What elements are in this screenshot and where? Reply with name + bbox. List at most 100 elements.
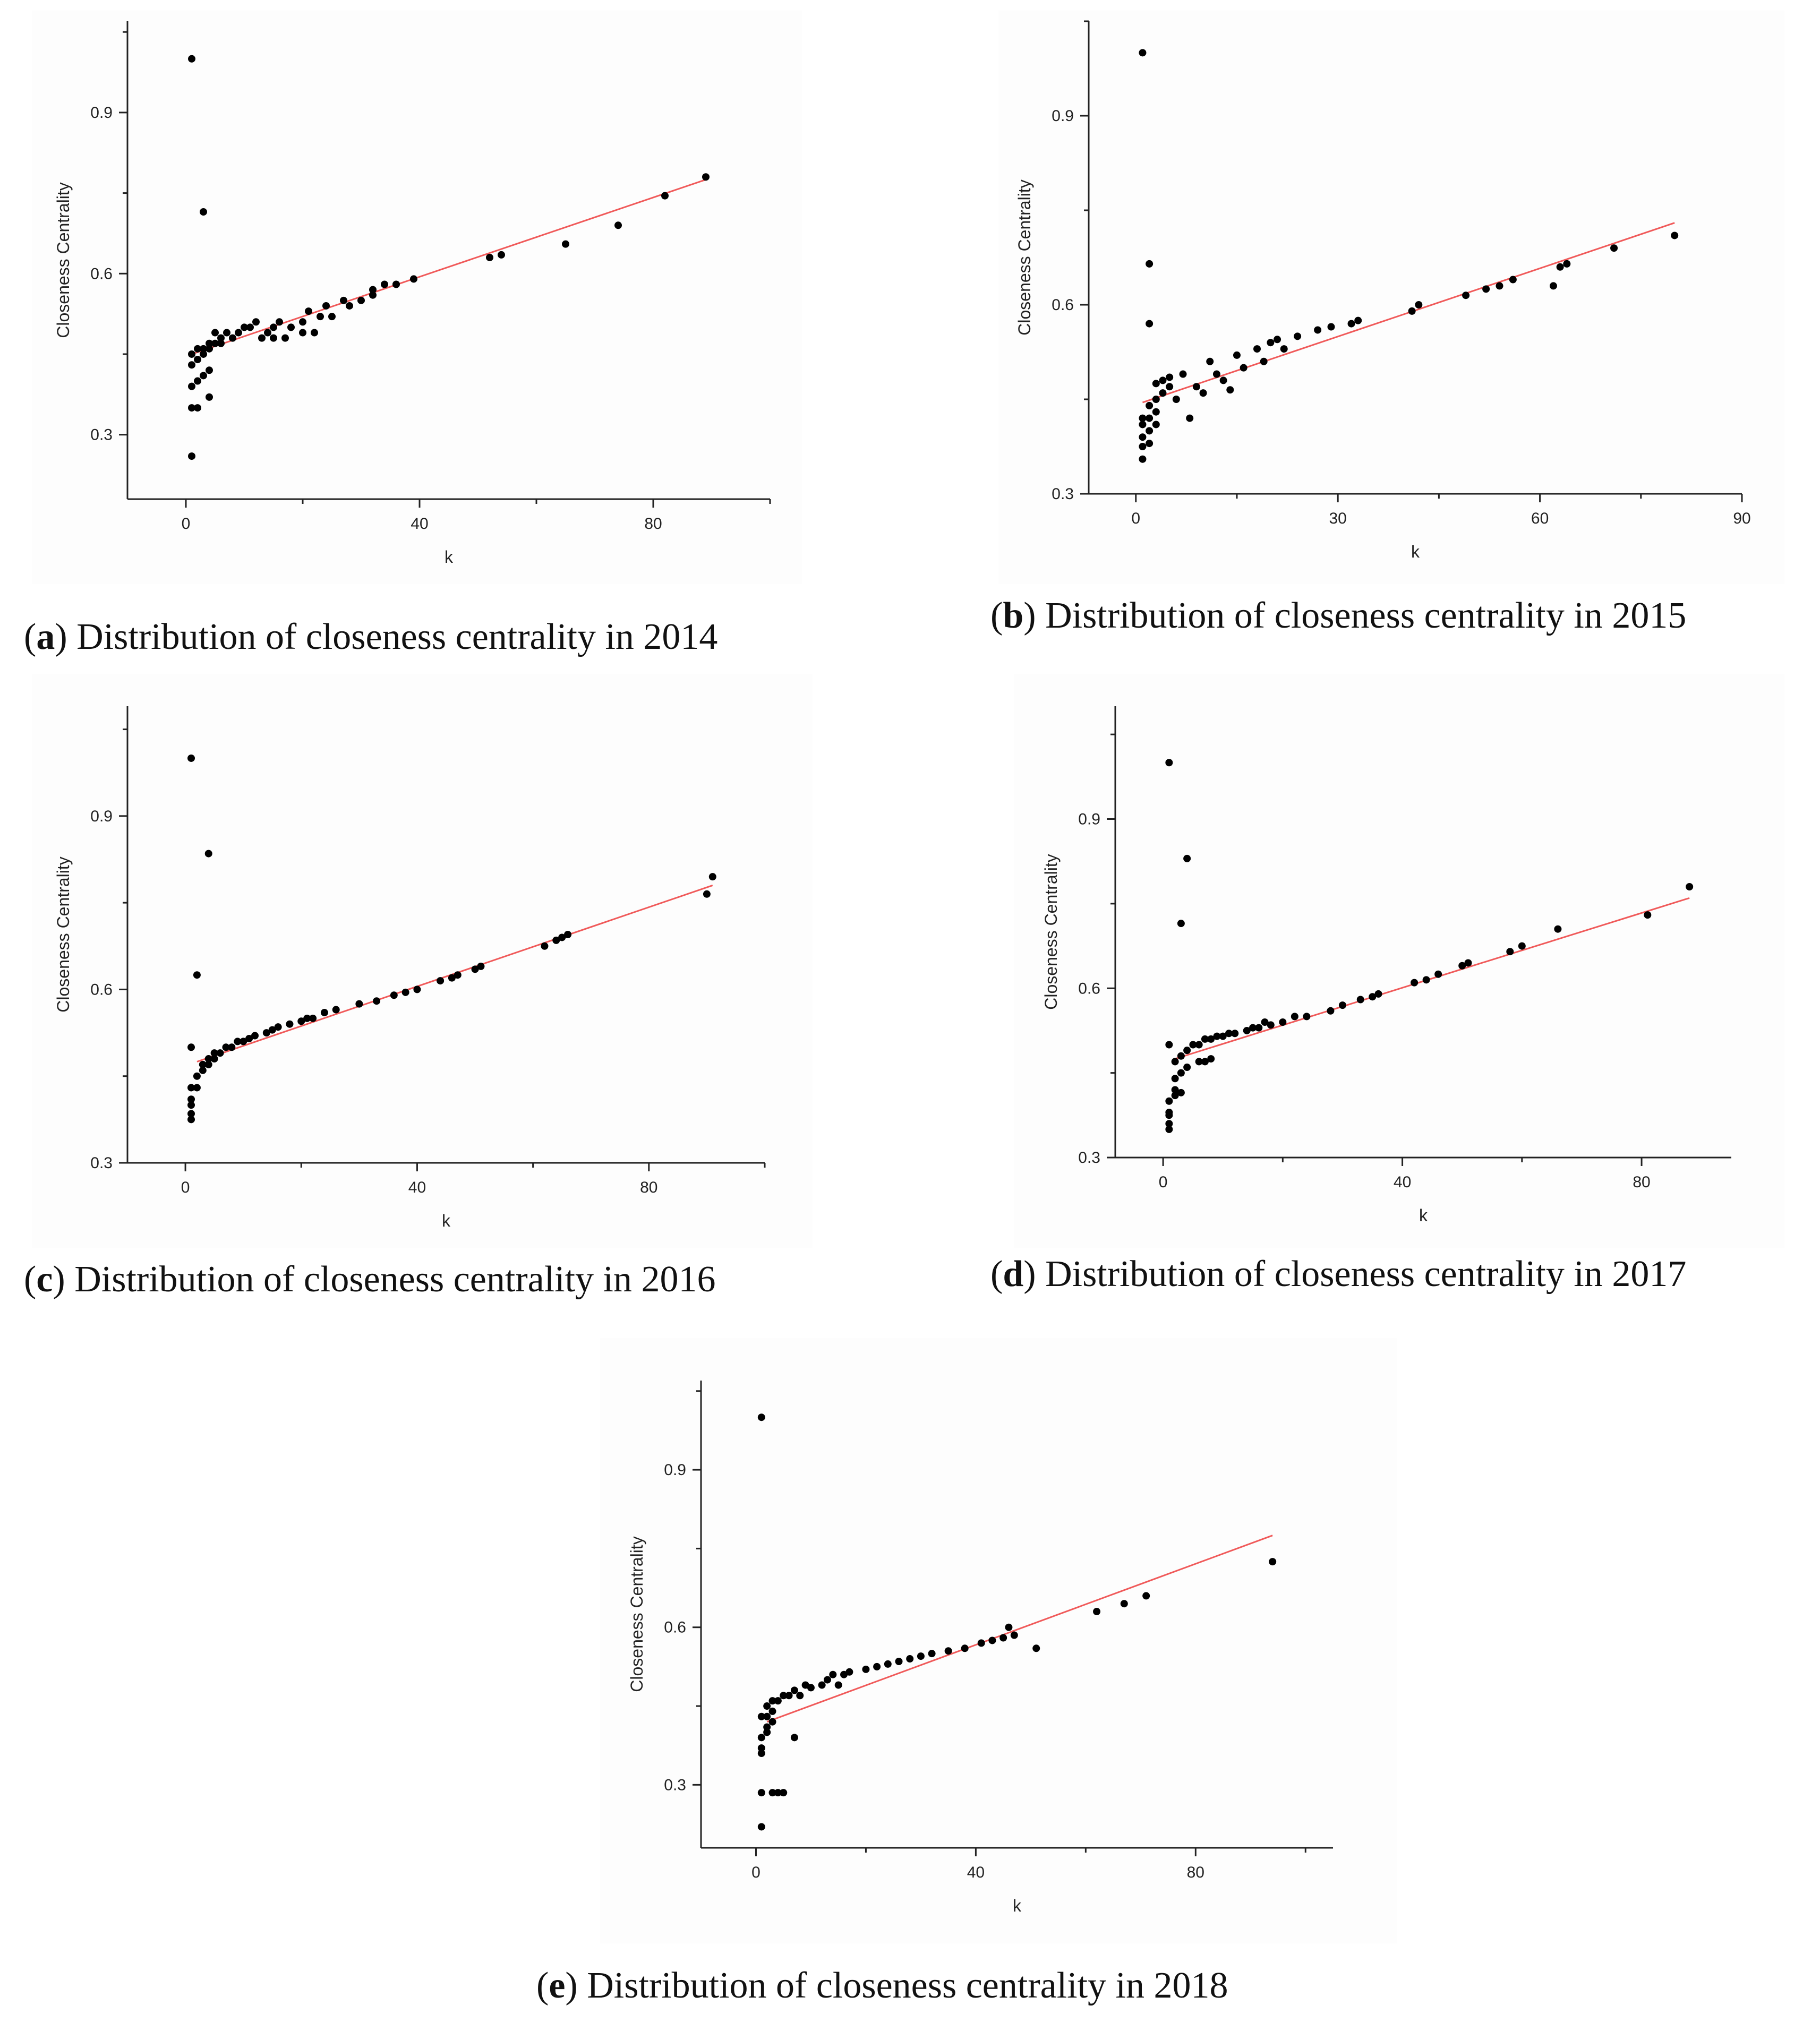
chart-b-x-tick-label: 30 bbox=[1329, 510, 1346, 527]
chart-b-data-point bbox=[1139, 414, 1147, 422]
chart-e-data-point bbox=[763, 1712, 771, 1720]
chart-d-data-point bbox=[1434, 970, 1442, 978]
chart-a-data-point bbox=[217, 339, 225, 347]
chart-c-data-point bbox=[373, 997, 381, 1005]
chart-b-data-point bbox=[1408, 307, 1416, 315]
chart-a-data-point bbox=[305, 307, 312, 315]
chart-e-data-point bbox=[1269, 1558, 1277, 1566]
chart-b-data-point bbox=[1610, 244, 1618, 252]
chart-e-data-point bbox=[895, 1657, 903, 1665]
chart-d-data-point bbox=[1201, 1035, 1209, 1043]
chart-a-y-tick-label: 0.9 bbox=[90, 104, 113, 122]
chart-e-data-point bbox=[807, 1684, 815, 1692]
chart-b-data-point bbox=[1219, 376, 1227, 384]
chart-d-data-point bbox=[1249, 1024, 1257, 1032]
chart-c-y-axis-title: Closeness Centrality bbox=[54, 856, 73, 1012]
chart-d-data-point bbox=[1267, 1021, 1275, 1029]
chart-d-data-point bbox=[1422, 976, 1430, 984]
chart-d-data-point bbox=[1686, 883, 1694, 890]
chart-a-data-point bbox=[194, 404, 201, 412]
chart-c-data-point bbox=[210, 1049, 218, 1057]
chart-b-data-point bbox=[1240, 364, 1247, 372]
chart-e-data-point bbox=[780, 1692, 788, 1700]
chart-a-data-point bbox=[241, 323, 248, 331]
chart-b-x-tick-label: 90 bbox=[1733, 510, 1750, 527]
chart-b-y-tick-label: 0.9 bbox=[1052, 107, 1074, 125]
chart-d-y-tick-label: 0.3 bbox=[1078, 1149, 1100, 1167]
chart-a-data-point bbox=[200, 372, 207, 380]
chart-b: 0 30 60 90 0.3 0.6 0.9 k Closeness Centrality bbox=[1015, 20, 1751, 561]
chart-b-data-point bbox=[1482, 285, 1490, 293]
chart-b-data-point bbox=[1146, 440, 1153, 448]
chart-d-data-point bbox=[1303, 1013, 1311, 1021]
chart-d-data-point bbox=[1225, 1030, 1233, 1038]
chart-c-data-point bbox=[309, 1014, 317, 1022]
chart-c-x-tick-label: 40 bbox=[408, 1179, 426, 1196]
chart-panel-a: 0 40 80 0.3 0.6 0.9 k Closeness Centrality bbox=[32, 11, 802, 584]
chart-c-data-point bbox=[193, 1072, 201, 1080]
chart-e-data-point bbox=[768, 1718, 776, 1726]
chart-c-data-point bbox=[199, 1060, 207, 1068]
chart-e-x-axis-title: k bbox=[1013, 1896, 1022, 1915]
chart-e-data-point bbox=[999, 1634, 1007, 1642]
chart-a-data-point bbox=[270, 334, 277, 342]
chart-d-data-point bbox=[1261, 1018, 1269, 1026]
chart-c-data-point bbox=[216, 1049, 224, 1057]
chart-c-data-point bbox=[454, 971, 462, 979]
chart-a-data-point bbox=[188, 55, 195, 63]
chart-a-data-point bbox=[264, 329, 271, 337]
chart-e-y-tick-label: 0.9 bbox=[664, 1461, 686, 1479]
chart-a-data-point bbox=[194, 345, 201, 353]
chart-c-y-tick-label: 0.6 bbox=[90, 981, 113, 998]
chart-d-data-point bbox=[1279, 1018, 1287, 1026]
chart-a: 0 40 80 0.3 0.6 0.9 k Closeness Centrality bbox=[54, 21, 771, 567]
chart-e-data-point bbox=[818, 1681, 826, 1689]
chart-a-data-point bbox=[206, 345, 213, 353]
chart-d-data-point bbox=[1327, 1007, 1335, 1015]
chart-e-data-point bbox=[757, 1744, 765, 1752]
chart-a-data-point bbox=[661, 192, 669, 200]
chart-b-data-point bbox=[1159, 389, 1167, 397]
chart-b-y-tick-label: 0.3 bbox=[1052, 485, 1074, 503]
chart-d-data-point bbox=[1207, 1055, 1215, 1063]
chart-c-data-point bbox=[401, 988, 409, 996]
chart-d-data-point bbox=[1369, 993, 1377, 1001]
chart-b-data-point bbox=[1139, 49, 1147, 57]
chart-a-data-point bbox=[270, 323, 277, 331]
chart-b-data-point bbox=[1166, 373, 1174, 381]
chart-c-data-point bbox=[199, 1066, 207, 1074]
chart-a-data-point bbox=[369, 286, 377, 294]
chart-e-data-point bbox=[862, 1665, 870, 1673]
chart-d-data-point bbox=[1291, 1013, 1298, 1021]
chart-c-data-point bbox=[193, 971, 201, 979]
chart-c-data-point bbox=[268, 1026, 276, 1034]
chart-e-data-point bbox=[768, 1707, 776, 1715]
chart-a-data-point bbox=[328, 313, 336, 321]
chart-a-data-point bbox=[299, 329, 306, 337]
chart-d-data-point bbox=[1189, 1041, 1197, 1049]
chart-e-data-point bbox=[1010, 1631, 1018, 1639]
chart-d-x-tick-label: 40 bbox=[1394, 1173, 1411, 1191]
chart-c-data-point bbox=[413, 985, 421, 993]
chart-a-data-point bbox=[702, 173, 710, 181]
chart-a-data-point bbox=[486, 253, 493, 261]
chart-b-data-point bbox=[1462, 292, 1470, 299]
chart-c-data-point bbox=[274, 1023, 282, 1031]
chart-b-data-point bbox=[1146, 320, 1153, 328]
chart-c: 0 40 80 0.3 0.6 0.9 k Closeness Centrality bbox=[54, 706, 766, 1230]
chart-b-data-point bbox=[1415, 301, 1423, 308]
chart-a-data-point bbox=[299, 318, 306, 326]
chart-e-data-point bbox=[834, 1681, 842, 1689]
chart-a-data-point bbox=[206, 339, 213, 347]
chart-c-data-point bbox=[437, 977, 445, 985]
chart-b-data-point bbox=[1260, 357, 1268, 365]
chart-a-data-point bbox=[252, 318, 260, 326]
chart-b-data-point bbox=[1172, 396, 1180, 403]
chart-c-data-point bbox=[558, 933, 566, 941]
chart-e-data-point bbox=[1005, 1623, 1013, 1631]
chart-d-data-point bbox=[1201, 1058, 1209, 1066]
chart-a-y-tick-label: 0.6 bbox=[90, 265, 113, 282]
chart-b-data-point bbox=[1354, 316, 1362, 324]
chart-b-data-point bbox=[1347, 320, 1355, 328]
chart-c-x-tick-label: 0 bbox=[181, 1179, 190, 1196]
